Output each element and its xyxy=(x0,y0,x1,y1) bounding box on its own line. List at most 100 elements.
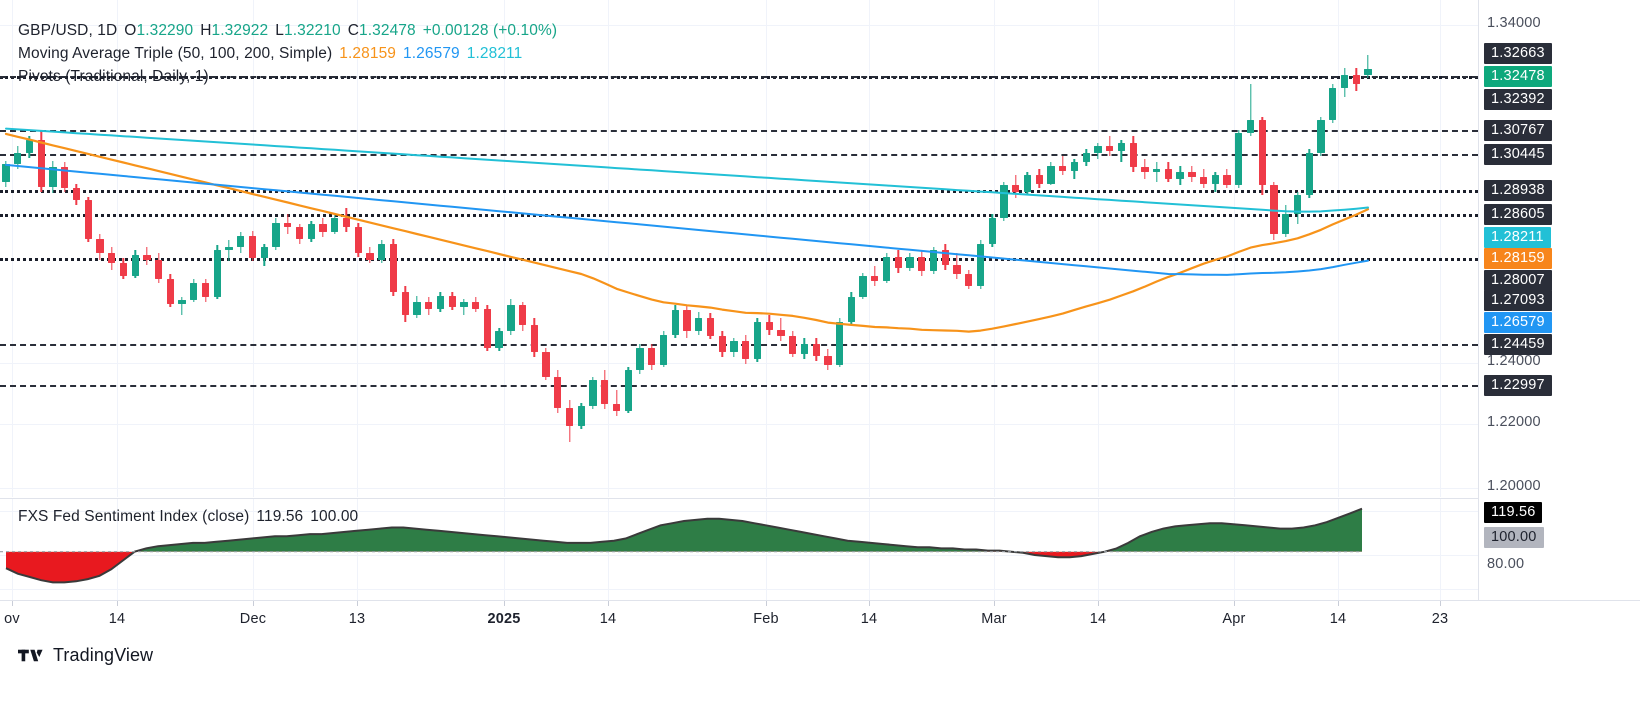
candle-body xyxy=(1293,194,1302,215)
pivot-level-line xyxy=(0,214,1478,217)
grid-line-vertical xyxy=(994,0,995,497)
grid-line-vertical xyxy=(12,0,13,497)
candlestick xyxy=(918,0,926,497)
candlestick xyxy=(213,0,221,497)
candle-body xyxy=(589,380,597,407)
candle-body xyxy=(72,188,81,200)
candle-body xyxy=(248,235,257,259)
candle-body xyxy=(84,199,92,239)
moving-average-lines xyxy=(4,127,1370,333)
tradingview-logo[interactable]: TradingView xyxy=(18,645,153,666)
candlestick xyxy=(495,0,503,497)
price-change: +0.00128 (+0.10%) xyxy=(422,22,558,39)
price-scale[interactable]: 1.34000 1.32663 1.32478 1.32392 1.30767 1.304… xyxy=(1478,0,1640,600)
candle-body xyxy=(718,336,726,353)
ohlc-c-value: 1.32478 xyxy=(359,22,416,39)
candle-wick xyxy=(1367,54,1369,78)
time-axis-label: Apr xyxy=(1222,611,1246,627)
time-axis-label: 14 xyxy=(1329,611,1347,627)
symbol-legend[interactable]: GBP/USD, 1D O1.32290 H1.32922 L1.32210 C1.32… xyxy=(18,22,557,40)
candle-body xyxy=(1223,175,1231,186)
candlestick xyxy=(190,0,198,497)
candle-body xyxy=(1070,162,1079,171)
candle-wick xyxy=(780,318,782,342)
moving-average-legend[interactable]: Moving Average Triple (50, 100, 200, Sim… xyxy=(18,45,522,63)
price-axis-badge: 1.24459 xyxy=(1484,334,1552,355)
candlestick xyxy=(671,0,679,497)
candle-body xyxy=(1035,175,1043,184)
ma-50-value: 1.28159 xyxy=(339,45,397,62)
price-chart-pane[interactable] xyxy=(0,0,1478,497)
candle-body xyxy=(378,243,386,260)
candle-body xyxy=(2,164,10,182)
grid-line-vertical xyxy=(504,0,505,497)
candle-body xyxy=(765,321,773,330)
candlestick xyxy=(154,0,163,497)
price-axis-badge: 100.00 xyxy=(1484,527,1544,548)
candle-body xyxy=(284,222,292,228)
candlestick xyxy=(1023,0,1032,497)
candlestick xyxy=(72,0,81,497)
candlestick xyxy=(1305,0,1313,497)
sentiment-index-series xyxy=(0,507,1363,584)
candlestick xyxy=(718,0,726,497)
time-axis-tick-mark xyxy=(12,601,13,606)
price-axis-badge: 1.30445 xyxy=(1484,144,1552,165)
candlestick xyxy=(988,0,996,497)
candlestick xyxy=(483,0,492,497)
candle-body xyxy=(166,279,174,304)
candle-body xyxy=(425,302,433,309)
candlestick xyxy=(1070,0,1079,497)
time-scale[interactable]: ov 14 Dec 13 2025 14 Feb 14 Mar 14 Apr 14 23 xyxy=(0,600,1640,636)
candlestick xyxy=(448,0,456,497)
candlestick xyxy=(765,0,773,497)
candlestick xyxy=(518,0,527,497)
pivots-legend[interactable]: Pivots (Traditional, Daily, 1) xyxy=(18,68,209,86)
price-axis-badge: 1.30767 xyxy=(1484,120,1552,141)
indicator-plot-area[interactable] xyxy=(0,499,1478,600)
candlestick xyxy=(1035,0,1043,497)
candle-wick xyxy=(1249,84,1252,137)
candlestick xyxy=(824,0,832,497)
candlestick xyxy=(624,0,632,497)
candlestick xyxy=(1199,0,1208,497)
candlestick xyxy=(1082,0,1090,497)
time-axis-label: Feb xyxy=(753,611,779,627)
candle-body xyxy=(96,238,104,254)
candle-body xyxy=(953,264,961,275)
time-axis-tick-mark xyxy=(608,601,609,606)
candle-body xyxy=(1317,120,1325,153)
candle-body xyxy=(894,256,902,268)
candle-body xyxy=(436,295,445,309)
candle-body xyxy=(119,263,128,277)
indicator-legend[interactable]: FXS Fed Sentiment Index (close) 119.56 100… xyxy=(18,508,358,526)
candlestick xyxy=(295,0,304,497)
time-axis-tick-mark xyxy=(504,601,505,606)
candle-body xyxy=(1012,185,1020,192)
candle-body xyxy=(530,324,538,353)
candlestick xyxy=(14,0,22,497)
candle-body xyxy=(624,370,632,411)
candle-body xyxy=(143,254,151,260)
price-axis-badge: 1.28605 xyxy=(1484,204,1552,225)
candle-body xyxy=(1188,172,1196,178)
candlestick xyxy=(777,0,785,497)
price-plot-area[interactable] xyxy=(0,0,1478,497)
candle-body xyxy=(131,254,139,277)
candlestick xyxy=(554,0,562,497)
indicator-pane[interactable] xyxy=(0,499,1478,600)
candlestick xyxy=(413,0,421,497)
pivot-level-line xyxy=(0,385,1478,387)
candlestick xyxy=(812,0,820,497)
candle-body xyxy=(1340,74,1349,88)
candlestick xyxy=(1293,0,1302,497)
candle-body xyxy=(612,404,621,411)
candle-body xyxy=(871,276,879,281)
candlestick xyxy=(131,0,139,497)
candlestick xyxy=(1317,0,1325,497)
candlestick xyxy=(1117,0,1126,497)
time-axis-tick-mark xyxy=(1440,601,1441,606)
price-axis-tick: 1.20000 xyxy=(1487,478,1541,494)
price-axis-tick: 1.24000 xyxy=(1487,353,1541,369)
